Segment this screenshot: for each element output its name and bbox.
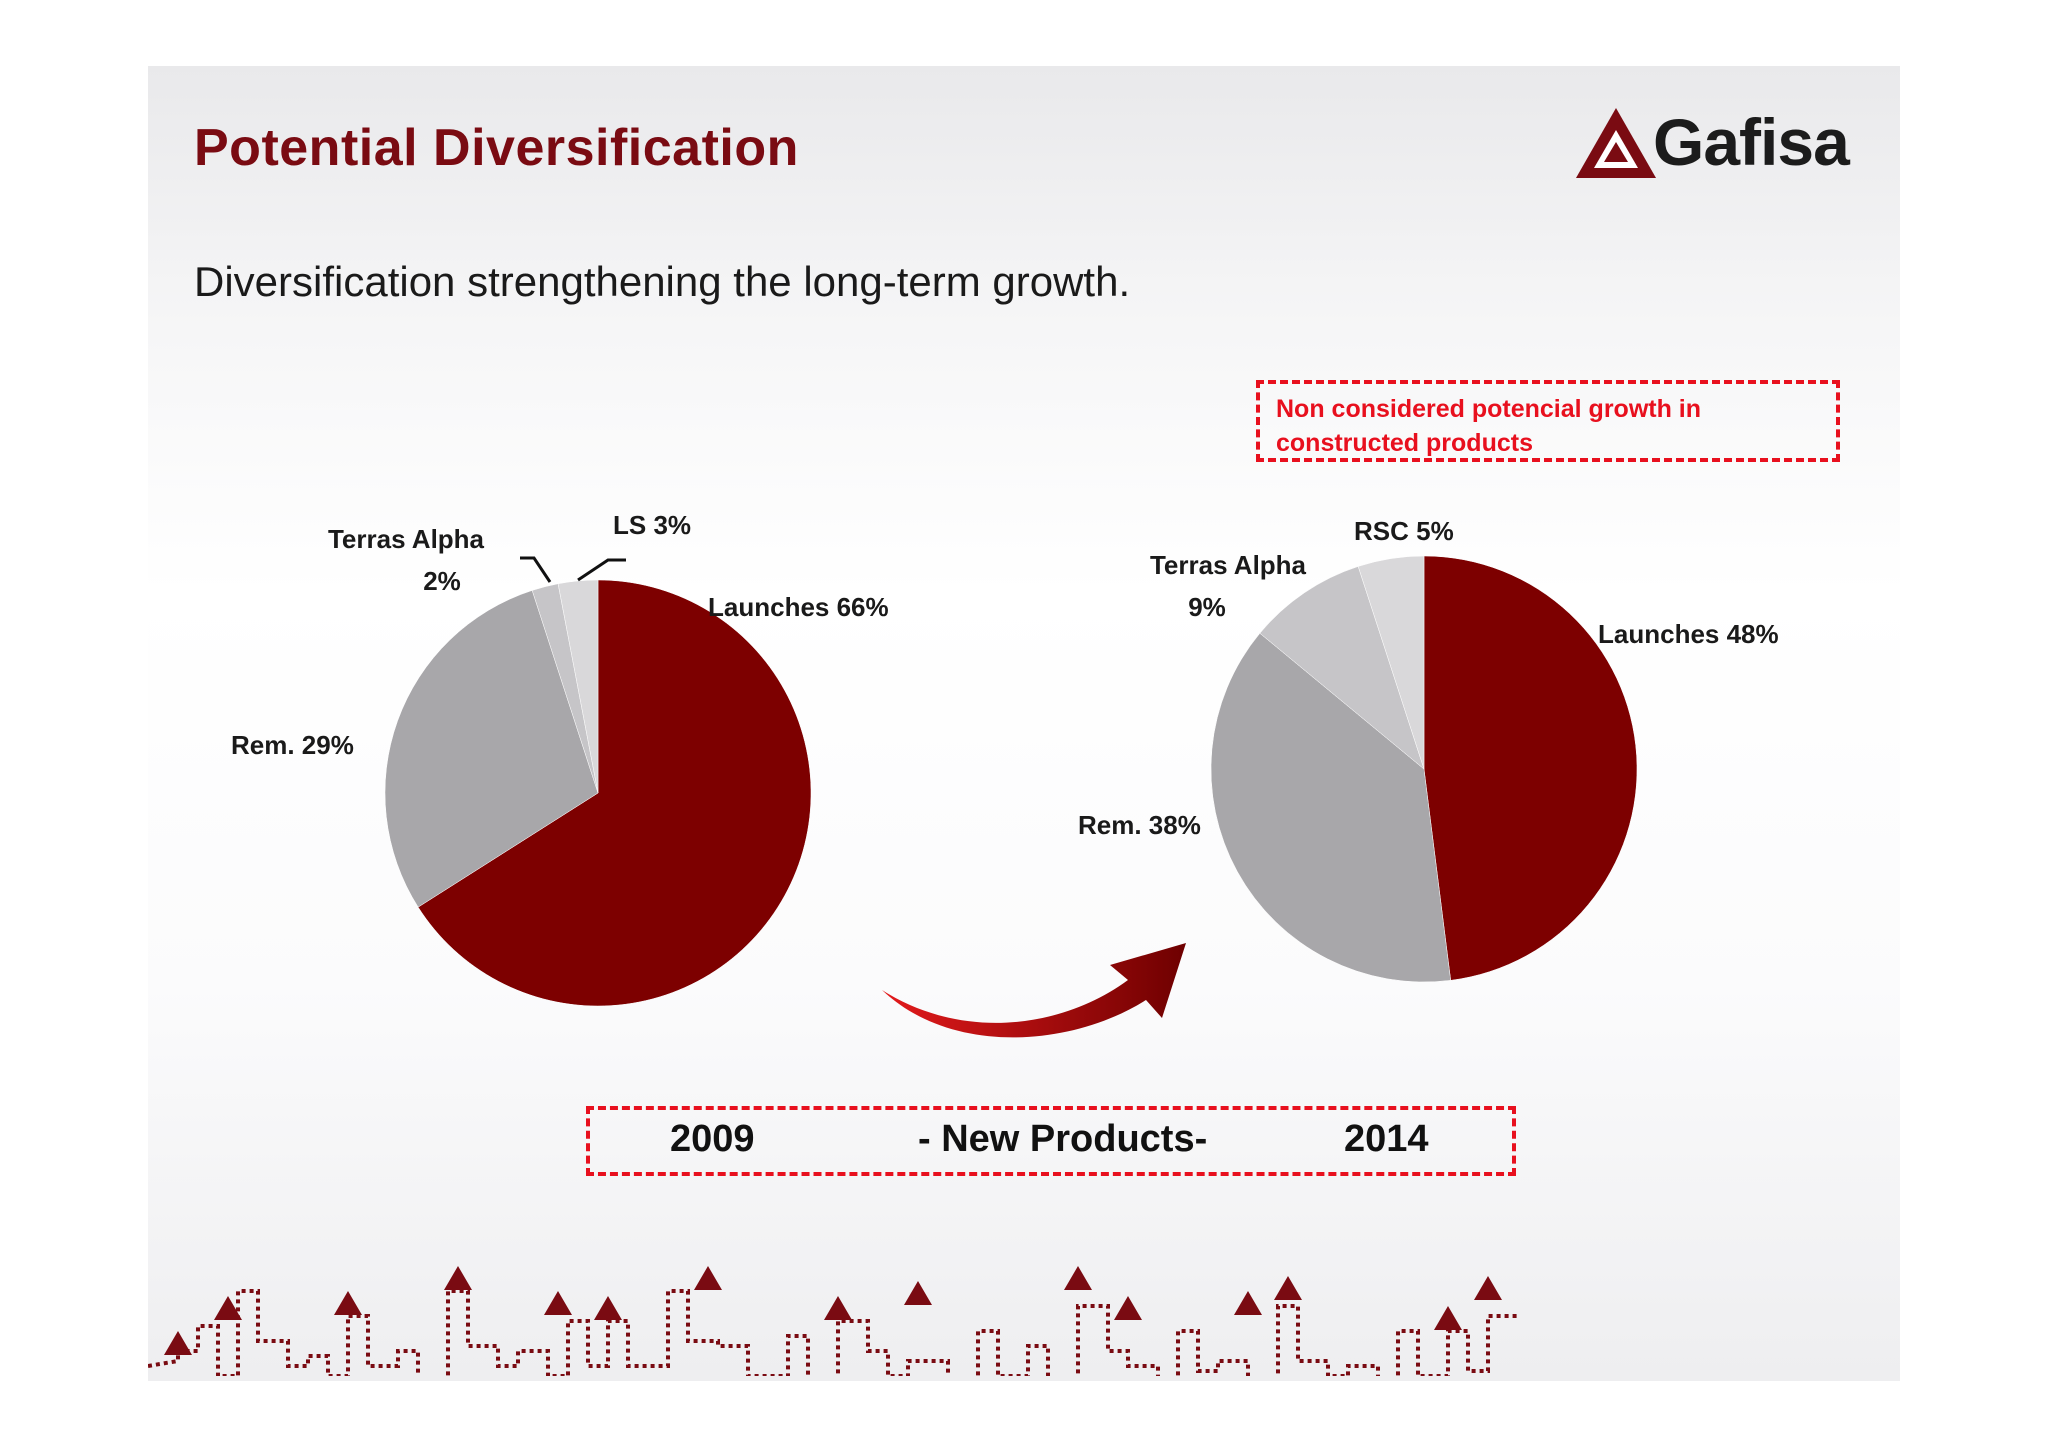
pie-slice-launches-2014: [1423, 555, 1638, 981]
label-terras-alpha-pct-2009: 2%: [423, 566, 461, 596]
skyline-logo-icon: [1234, 1291, 1262, 1315]
timeline-middle: - New Products-: [918, 1118, 1208, 1160]
label-terras-alpha-pct-2014: 9%: [1188, 592, 1226, 622]
pie-slice-terras-alpha-2014: [1259, 566, 1425, 770]
skyline-logo-icon: [1064, 1266, 1092, 1290]
note-box: Non considered potencial growth in const…: [1256, 380, 1840, 462]
label-terras-alpha-2014: Terras Alpha: [1150, 550, 1307, 580]
skyline-logo-icon: [1434, 1306, 1462, 1330]
page-title: Potential Diversification: [194, 119, 799, 177]
logo-text: Gafisa: [1653, 105, 1850, 179]
skyline-logo-icon: [444, 1266, 472, 1290]
pie-slice-rem-2009: [384, 590, 599, 908]
skyline-logo-icon: [544, 1291, 572, 1315]
label-launches-2014: Launches 48%: [1598, 619, 1779, 649]
skyline-logo-icon: [1274, 1276, 1302, 1300]
leader-line-terras-alpha: [520, 556, 552, 583]
gafisa-logo-icon: [1576, 108, 1656, 178]
leader-line-ls: [577, 558, 626, 582]
skyline-logo-icon: [334, 1291, 362, 1315]
skyline-logo-icon: [214, 1296, 242, 1320]
label-terras-alpha-2009: Terras Alpha: [328, 524, 485, 554]
label-rem-2014: Rem. 38%: [1078, 810, 1201, 840]
skyline-logo-icon: [1114, 1296, 1142, 1320]
pie-chart-2009: [384, 579, 812, 1007]
transition-arrow-icon: [882, 943, 1186, 1038]
skyline-logo-icon: [694, 1266, 722, 1290]
skyline-logo-icon: [1474, 1276, 1502, 1300]
timeline-end: 2014: [1344, 1118, 1429, 1160]
label-ls-2009: LS 3%: [613, 510, 691, 540]
timeline-start: 2009: [670, 1118, 755, 1160]
note-line-1: Non considered potencial growth in: [1276, 395, 1702, 423]
label-rem-2009: Rem. 29%: [231, 730, 354, 760]
pie-slice-launches-2009: [417, 579, 812, 1007]
pie-slice-ls-2009: [557, 579, 599, 794]
pie-slice-rsc-2014: [1357, 555, 1425, 770]
skyline-outline: [148, 1289, 1518, 1376]
skyline-logo-icon: [824, 1296, 852, 1320]
timeline-box: 2009 - New Products- 2014: [586, 1106, 1516, 1176]
pie-chart-2014: [1210, 555, 1638, 983]
note-line-2: constructed products: [1276, 429, 1533, 457]
pie-slice-rem-2014: [1210, 632, 1451, 983]
page-subtitle: Diversification strengthening the long-t…: [194, 258, 1131, 305]
skyline-logo-icon: [904, 1281, 932, 1305]
label-launches-2009: Launches 66%: [708, 592, 889, 622]
label-rsc-2014: RSC 5%: [1354, 516, 1454, 546]
skyline-decoration: [148, 1266, 1518, 1376]
skyline-logo-icon: [594, 1296, 622, 1320]
skyline-logo-icon: [164, 1331, 192, 1355]
